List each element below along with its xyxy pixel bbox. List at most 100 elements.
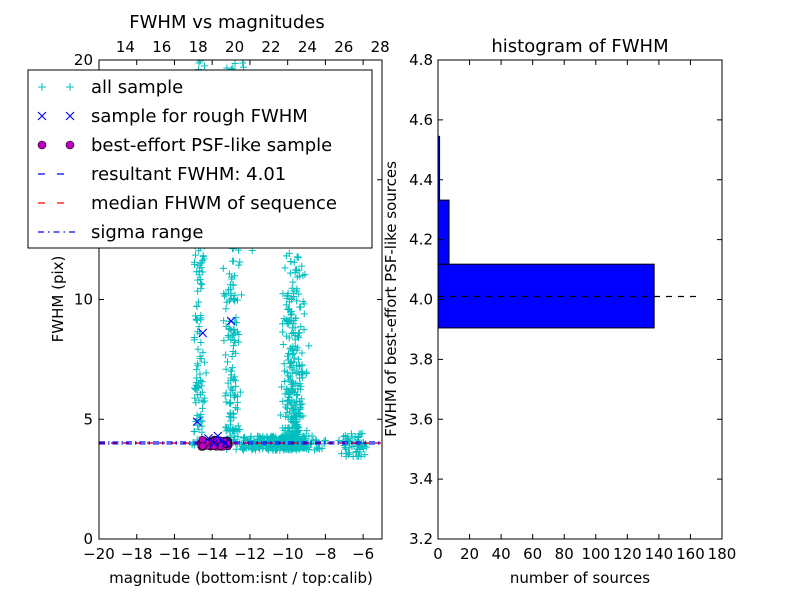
all-sample-point bbox=[300, 326, 308, 334]
all-sample-point bbox=[235, 261, 243, 269]
all-sample-point bbox=[222, 365, 230, 373]
all-sample-point bbox=[198, 388, 206, 396]
x-tick-label: 160 bbox=[676, 545, 705, 563]
all-sample-point bbox=[247, 434, 255, 442]
all-sample-point bbox=[286, 408, 294, 416]
all-sample-point bbox=[229, 347, 237, 355]
all-sample-point bbox=[285, 334, 293, 342]
all-sample-point bbox=[219, 264, 227, 272]
all-sample-point bbox=[278, 383, 286, 391]
all-sample-point bbox=[194, 345, 202, 353]
all-sample-point bbox=[346, 449, 354, 457]
all-sample-point bbox=[288, 427, 296, 435]
all-sample-point bbox=[284, 352, 292, 360]
all-sample-point bbox=[197, 264, 205, 272]
legend-marker bbox=[65, 111, 75, 121]
all-sample-point bbox=[295, 329, 303, 337]
legend-marker bbox=[37, 111, 47, 121]
all-sample-point bbox=[297, 303, 305, 311]
all-sample-point bbox=[357, 430, 365, 438]
y-tick-label: 3.2 bbox=[409, 530, 433, 548]
all-sample-point bbox=[201, 397, 209, 405]
legend-item: all sample bbox=[38, 77, 183, 98]
all-sample-point bbox=[296, 404, 304, 412]
x-tick-label: 180 bbox=[708, 545, 737, 563]
all-sample-point bbox=[230, 336, 238, 344]
all-sample-point bbox=[292, 406, 300, 414]
rough-sample-point bbox=[192, 417, 202, 427]
all-sample-point bbox=[308, 432, 316, 440]
x-tick-label: −12 bbox=[234, 545, 266, 563]
all-sample-point bbox=[227, 374, 235, 382]
all-sample-point bbox=[231, 432, 239, 440]
top-x-tick-label: 16 bbox=[152, 38, 171, 56]
all-sample-point bbox=[228, 332, 236, 340]
all-sample-point bbox=[238, 291, 246, 299]
all-sample-point bbox=[354, 452, 362, 460]
all-sample-point bbox=[289, 387, 297, 395]
all-sample-point bbox=[226, 391, 234, 399]
all-sample-point bbox=[285, 305, 293, 313]
all-sample-point bbox=[202, 369, 210, 377]
all-sample-point bbox=[285, 389, 293, 397]
all-sample-point bbox=[231, 291, 239, 299]
y-tick-label: 4.2 bbox=[409, 231, 433, 249]
all-sample-point bbox=[281, 390, 289, 398]
all-sample-point bbox=[292, 413, 300, 421]
all-sample-point bbox=[227, 385, 235, 393]
x-tick-label: −14 bbox=[196, 545, 228, 563]
all-sample-point bbox=[222, 389, 230, 397]
rough-sample-point bbox=[217, 436, 227, 446]
all-sample-point bbox=[190, 336, 198, 344]
all-sample-point bbox=[227, 367, 235, 375]
all-sample-point bbox=[286, 269, 294, 277]
all-sample-point bbox=[297, 401, 305, 409]
all-sample-point bbox=[277, 411, 285, 419]
right-y-axis-label: FWHM of best-effort PSF-like sources bbox=[382, 161, 400, 437]
all-sample-point bbox=[295, 446, 303, 454]
all-sample-point bbox=[192, 251, 200, 259]
all-sample-point bbox=[221, 392, 229, 400]
all-sample-point bbox=[232, 377, 240, 385]
x-tick-label: 100 bbox=[581, 545, 610, 563]
all-sample-point bbox=[198, 404, 206, 412]
all-sample-point bbox=[196, 370, 204, 378]
legend-item: median FHWM of sequence bbox=[38, 193, 337, 214]
legend-marker bbox=[37, 140, 47, 150]
top-x-tick-label: 24 bbox=[298, 38, 317, 56]
all-sample-point bbox=[197, 376, 205, 384]
all-sample-point bbox=[200, 62, 208, 70]
all-sample-point bbox=[293, 297, 301, 305]
all-sample-point bbox=[295, 413, 303, 421]
right-chart-title: histogram of FWHM bbox=[491, 36, 668, 57]
all-sample-point bbox=[226, 421, 234, 429]
all-sample-point bbox=[198, 378, 206, 386]
all-sample-point bbox=[362, 443, 370, 451]
all-sample-point bbox=[239, 60, 247, 67]
all-sample-point bbox=[199, 268, 207, 276]
all-sample-point bbox=[194, 421, 202, 429]
all-sample-point bbox=[197, 314, 205, 322]
all-sample-point bbox=[195, 298, 203, 306]
all-sample-point bbox=[283, 368, 291, 376]
all-sample-point bbox=[280, 446, 288, 454]
all-sample-point bbox=[230, 342, 238, 350]
all-sample-point bbox=[294, 368, 302, 376]
all-sample-point bbox=[356, 443, 364, 451]
all-sample-point bbox=[290, 358, 298, 366]
legend-item: best-effort PSF-like sample bbox=[37, 135, 332, 156]
all-sample-point bbox=[193, 302, 201, 310]
all-sample-point bbox=[241, 433, 249, 441]
all-sample-point bbox=[345, 444, 353, 452]
all-sample-point bbox=[292, 314, 300, 322]
all-sample-point bbox=[352, 448, 360, 456]
x-tick-label: −10 bbox=[272, 545, 304, 563]
all-sample-point bbox=[222, 427, 230, 435]
all-sample-point bbox=[190, 427, 198, 435]
top-x-tick-label: 14 bbox=[116, 38, 135, 56]
y-tick-label: 10 bbox=[74, 291, 93, 309]
all-sample-point bbox=[341, 431, 349, 439]
all-sample-point bbox=[199, 252, 207, 260]
all-sample-point bbox=[234, 433, 242, 441]
all-sample-point bbox=[299, 432, 307, 440]
